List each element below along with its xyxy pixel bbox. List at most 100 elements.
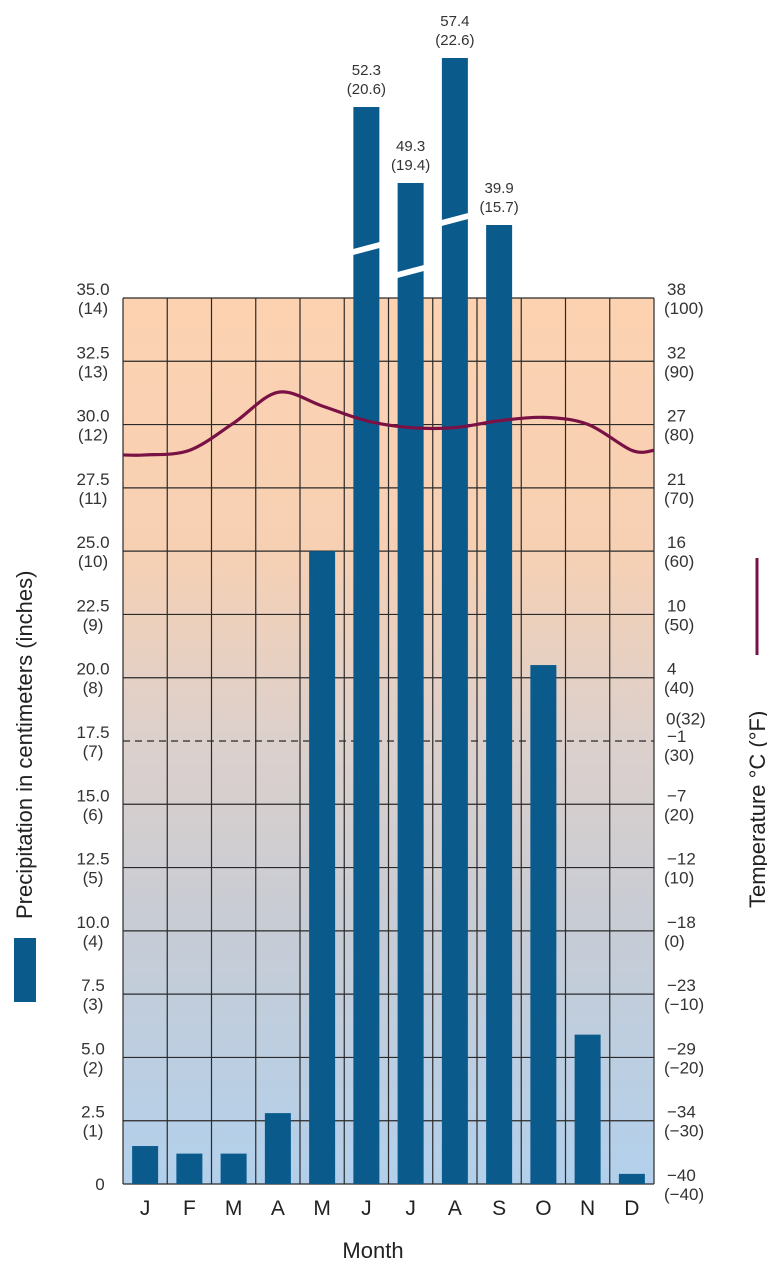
right-tick-label: 0(32) (666, 709, 706, 728)
left-tick-label-inches: (1) (83, 1122, 104, 1141)
right-tick-label-fahrenheit: (90) (664, 362, 694, 381)
left-tick-label-inches: (3) (83, 995, 104, 1014)
left-tick-label-inches: (2) (83, 1058, 104, 1077)
x-tick-label: J (361, 1197, 372, 1220)
right-tick-label-fahrenheit: (40) (664, 679, 694, 698)
precipitation-bar (176, 1153, 203, 1184)
bar-value-label: 49.3 (396, 138, 425, 155)
left-tick-label: 10.0 (76, 913, 109, 932)
right-tick-label-fahrenheit: (10) (664, 869, 694, 888)
left-tick-label: 22.5 (76, 596, 109, 615)
left-tick-label-inches: (8) (83, 679, 104, 698)
left-tick-label: 2.5 (81, 1103, 105, 1122)
x-tick-label: N (580, 1197, 595, 1220)
precipitation-bar (309, 551, 336, 1184)
bar-value-label-inches: (22.6) (435, 32, 474, 49)
right-tick-label: −1 (667, 727, 686, 746)
left-tick-label-inches: (5) (83, 869, 104, 888)
left-tick-label: 35.0 (76, 280, 109, 299)
temperature-line (122, 390, 655, 457)
x-tick-label: F (183, 1197, 196, 1220)
left-tick-label-inches: (7) (83, 742, 104, 761)
x-axis-title: Month (342, 1238, 403, 1263)
bar-value-label: 57.4 (440, 13, 469, 30)
bar-value-label: 39.9 (485, 180, 514, 197)
precipitation-bar (486, 225, 513, 1184)
right-tick-label: 21 (667, 470, 686, 489)
left-tick-label: 20.0 (76, 660, 109, 679)
bar-value-labels: 52.3 (20.6) 49.3 (19.4) 57.4 (22.6) 39.9 (15.7) (347, 13, 519, 216)
left-tick-label-inches: (11) (79, 489, 108, 508)
right-tick-label: −23 (667, 976, 696, 995)
x-tick-label: M (225, 1197, 243, 1220)
left-tick-label-inches: (14) (78, 299, 108, 318)
precipitation-bar (530, 665, 557, 1184)
right-tick-label: −40 (667, 1166, 696, 1185)
right-tick-label-fahrenheit: (50) (664, 615, 694, 634)
bar-value-label-inches: (15.7) (480, 199, 519, 216)
gridlines (122, 297, 655, 1185)
right-tick-label: 27 (667, 407, 686, 426)
bar-value-label-inches: (20.6) (347, 81, 386, 98)
left-tick-label: 15.0 (76, 786, 109, 805)
x-tick-label: J (140, 1197, 151, 1220)
precipitation-bar (397, 183, 424, 1184)
right-tick-label: −12 (667, 850, 696, 869)
bar-break-mark (349, 241, 384, 256)
x-tick-label: O (535, 1197, 551, 1220)
right-tick-label-fahrenheit: (30) (664, 746, 694, 765)
right-tick-label-fahrenheit: (−30) (664, 1122, 704, 1141)
left-tick-label-inches: (10) (78, 552, 108, 571)
x-tick-label: A (271, 1197, 285, 1220)
precipitation-legend-swatch (14, 938, 36, 1002)
precipitation-bar (132, 1146, 159, 1184)
right-tick-label: 4 (667, 660, 676, 679)
right-tick-label: 38 (667, 280, 686, 299)
right-tick-label-fahrenheit: (60) (664, 552, 694, 571)
bar-value-label-inches: (19.4) (391, 157, 430, 174)
left-axis-title: Precipitation in centimeters (inches) (12, 571, 37, 919)
x-tick-label: J (405, 1197, 416, 1220)
right-tick-label-fahrenheit: (−40) (664, 1185, 704, 1204)
left-tick-label-inches: (13) (78, 362, 108, 381)
precipitation-bar (618, 1173, 645, 1184)
left-tick-label: 0 (95, 1175, 104, 1194)
right-tick-label: −18 (667, 913, 696, 932)
right-tick-label-fahrenheit: (0) (664, 932, 685, 951)
x-tick-label: A (448, 1197, 462, 1220)
left-tick-label: 5.0 (81, 1039, 105, 1058)
right-tick-label: −29 (667, 1039, 696, 1058)
x-tick-label: S (492, 1197, 506, 1220)
left-tick-label: 32.5 (76, 343, 109, 362)
right-tick-label: 16 (667, 533, 686, 552)
left-tick-label: 17.5 (76, 723, 109, 742)
left-tick-label: 30.0 (76, 407, 109, 426)
left-tick-label-inches: (4) (83, 932, 104, 951)
right-tick-label-fahrenheit: (80) (664, 426, 694, 445)
left-tick-label-inches: (12) (78, 426, 108, 445)
right-tick-label: 32 (667, 343, 686, 362)
left-tick-label: 12.5 (76, 850, 109, 869)
left-tick-label: 25.0 (76, 533, 109, 552)
right-tick-label-fahrenheit: (−20) (664, 1058, 704, 1077)
bar-break-mark (393, 264, 428, 279)
bar-value-label: 52.3 (352, 62, 381, 79)
precipitation-bar (353, 107, 380, 1184)
bar-break-mark (437, 212, 472, 227)
right-tick-label-fahrenheit: (20) (664, 805, 694, 824)
precipitation-bar (220, 1153, 247, 1184)
right-tick-label: −34 (667, 1103, 696, 1122)
right-tick-label: −7 (667, 786, 686, 805)
x-tick-label: M (313, 1197, 331, 1220)
left-tick-label-inches: (9) (83, 615, 104, 634)
left-tick-label: 7.5 (81, 976, 105, 995)
temperature-series (122, 390, 655, 457)
right-tick-label: 10 (667, 596, 686, 615)
right-tick-label-fahrenheit: (100) (664, 299, 704, 318)
left-tick-label-inches: (6) (83, 805, 104, 824)
right-axis-ticks: −40(−40) −34(−30) −29(−20) −23(−10) −18(0) −1… (664, 280, 706, 1204)
right-tick-label-fahrenheit: (70) (664, 489, 694, 508)
left-tick-label: 27.5 (76, 470, 109, 489)
